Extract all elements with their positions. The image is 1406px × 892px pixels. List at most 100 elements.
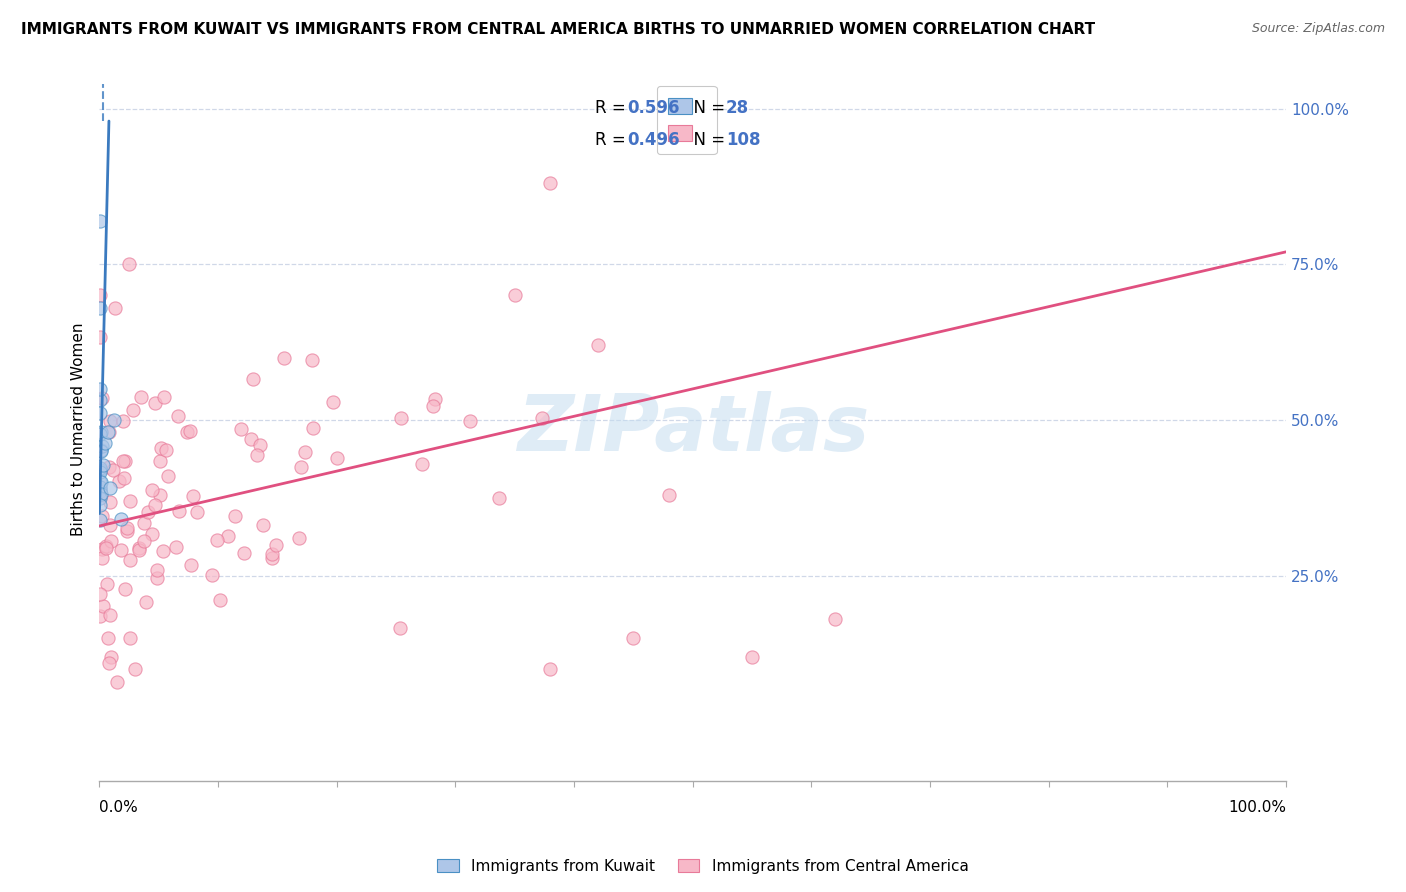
Point: [89, 301, 111, 315]
Point: [90, 551, 112, 566]
Text: 0.496: 0.496: [627, 131, 681, 149]
Point: [89, 406, 111, 420]
Point: [538, 662, 561, 676]
Point: [89, 466, 111, 480]
Point: [288, 532, 311, 546]
Point: [249, 438, 271, 452]
Point: [138, 505, 160, 519]
Point: [128, 541, 150, 555]
Point: [98, 414, 121, 428]
Point: [252, 518, 274, 533]
Point: [301, 352, 323, 367]
Point: [148, 488, 170, 502]
Text: 0.0%: 0.0%: [100, 800, 138, 815]
Point: [89, 463, 111, 477]
Point: [98, 481, 121, 495]
Text: N =: N =: [683, 98, 731, 117]
Point: [100, 649, 122, 664]
Point: [157, 469, 180, 483]
Point: [135, 595, 157, 609]
Point: [90, 541, 112, 556]
Point: [460, 414, 482, 428]
Legend: Immigrants from Kuwait, Immigrants from Central America: Immigrants from Kuwait, Immigrants from …: [432, 853, 974, 880]
Point: [152, 544, 174, 558]
Text: 0.596: 0.596: [627, 98, 681, 117]
Point: [89, 481, 111, 495]
Text: Source: ZipAtlas.com: Source: ZipAtlas.com: [1251, 22, 1385, 36]
Point: [100, 534, 122, 549]
Point: [824, 612, 846, 626]
Point: [114, 454, 136, 468]
Legend: , : ,: [657, 86, 717, 154]
Point: [586, 338, 609, 352]
Point: [98, 656, 121, 670]
Point: [239, 432, 262, 446]
Point: [91, 599, 114, 614]
Point: [90, 444, 112, 458]
Point: [389, 621, 412, 635]
Point: [262, 547, 284, 561]
Point: [101, 463, 124, 477]
Point: [181, 490, 204, 504]
Point: [224, 509, 246, 524]
Point: [621, 631, 644, 645]
Point: [118, 257, 141, 271]
Point: [98, 607, 121, 622]
Point: [104, 301, 127, 315]
Point: [89, 482, 111, 496]
Point: [89, 213, 111, 227]
Point: [96, 577, 118, 591]
Point: [128, 543, 150, 558]
Point: [110, 542, 132, 557]
Point: [155, 442, 177, 457]
Point: [89, 499, 111, 513]
Point: [132, 534, 155, 549]
Point: [423, 392, 446, 407]
Point: [111, 454, 134, 468]
Point: [152, 390, 174, 404]
Point: [90, 487, 112, 501]
Point: [180, 558, 202, 573]
Point: [90, 488, 112, 502]
Point: [129, 390, 152, 404]
Point: [108, 474, 131, 488]
Point: [120, 632, 142, 646]
Point: [411, 458, 433, 472]
Text: 100.0%: 100.0%: [1227, 800, 1286, 815]
Text: 28: 28: [725, 98, 749, 117]
Point: [321, 395, 343, 409]
Point: [90, 425, 112, 439]
Point: [115, 524, 138, 538]
Point: [134, 516, 156, 530]
Point: [115, 520, 138, 534]
Point: [301, 421, 323, 435]
Point: [91, 508, 114, 523]
Point: [112, 471, 135, 485]
Point: [205, 533, 228, 547]
Point: [741, 649, 763, 664]
Point: [141, 483, 163, 497]
Point: [91, 458, 114, 473]
Y-axis label: Births to Unmarried Women: Births to Unmarried Women: [72, 323, 86, 536]
Point: [208, 593, 231, 607]
Point: [149, 454, 172, 468]
Point: [124, 662, 146, 676]
Point: [167, 504, 190, 518]
Point: [217, 529, 239, 543]
Point: [89, 382, 111, 396]
Point: [98, 517, 121, 532]
Point: [114, 582, 136, 597]
Point: [165, 540, 187, 554]
Point: [290, 460, 312, 475]
Point: [112, 414, 135, 428]
Point: [110, 512, 132, 526]
Point: [122, 403, 145, 417]
Point: [89, 393, 111, 408]
Text: N =: N =: [683, 131, 731, 149]
Point: [246, 448, 269, 462]
Point: [89, 461, 111, 475]
Point: [89, 484, 111, 499]
Point: [89, 288, 111, 302]
Point: [294, 445, 316, 459]
Point: [146, 563, 169, 577]
